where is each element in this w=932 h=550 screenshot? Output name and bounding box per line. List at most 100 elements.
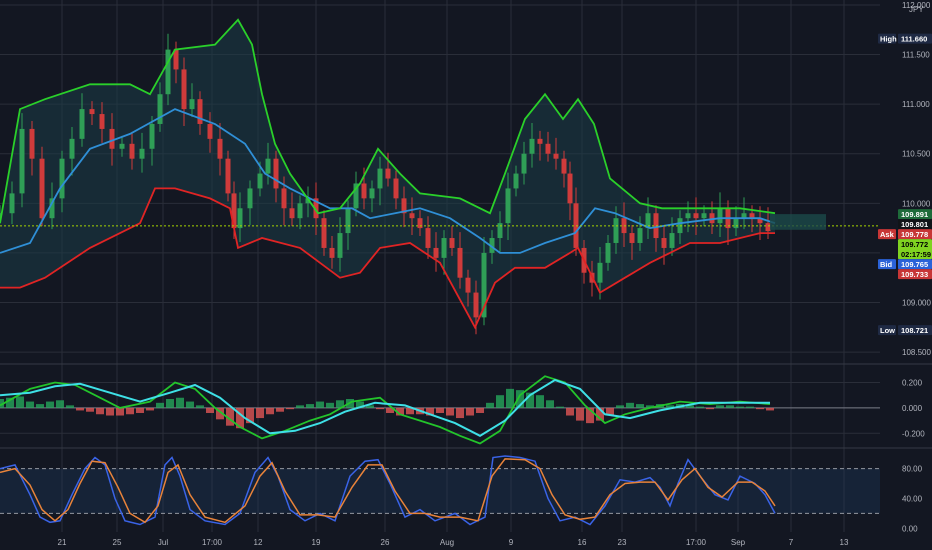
candle-body-43	[377, 168, 383, 189]
price-tag-label-bg-0	[878, 33, 896, 44]
candle-body-10	[99, 114, 105, 129]
price-tag-value-3: 109.778	[901, 230, 928, 239]
price-tag-bg-5	[898, 259, 932, 270]
candles	[0, 33, 771, 335]
candle-body-56	[481, 252, 487, 318]
candle-body-90	[749, 213, 755, 219]
price-tick-6: 109.000	[902, 298, 931, 307]
candle-body-12	[119, 143, 125, 149]
candle-body-60	[513, 173, 519, 189]
candle-body-66	[561, 158, 567, 174]
macd-signal-line	[0, 378, 770, 437]
bollinger-upper-line	[0, 18, 776, 224]
histogram-bar-40	[396, 407, 404, 416]
time-axis[interactable]: 21 25 Jul 17:00 12 19 26 Aug 9 16 23 17:00 Sep 7 13	[58, 538, 849, 547]
candle-body-58	[497, 223, 503, 239]
candle-body-42	[369, 188, 375, 199]
histogram-bar-20	[196, 405, 204, 408]
candle-body-63	[537, 138, 543, 144]
candle-body-91	[757, 218, 763, 224]
histogram-bar-36	[356, 401, 364, 408]
histogram-bar-77	[766, 407, 774, 411]
stochastic-band-fill	[0, 468, 880, 514]
histogram-bar-52	[516, 390, 524, 408]
bid-ask-zone	[770, 214, 826, 230]
histogram-bar-61	[606, 407, 614, 416]
time-tick-4: 12	[254, 538, 263, 547]
histogram-bar-21	[206, 407, 214, 413]
histogram-bar-58	[576, 407, 584, 421]
candle-body-18	[173, 49, 179, 70]
candle-body-77	[645, 213, 651, 229]
candle-body-17	[165, 49, 171, 95]
candle-body-53	[457, 247, 463, 278]
histogram-bar-15	[146, 407, 154, 411]
price-tag-bg-0	[898, 33, 932, 44]
candle-body-44	[385, 168, 391, 179]
price-tag-bg-3	[898, 229, 932, 240]
histogram-bar-75	[746, 406, 754, 408]
time-tick-9: 16	[578, 538, 587, 547]
candle-body-38	[337, 233, 343, 258]
histogram-bar-54	[536, 395, 544, 408]
price-axis[interactable]: 112.000111.500111.000110.500110.000109.5…	[902, 1, 931, 533]
time-tick-12: Sep	[731, 538, 746, 547]
candle-body-21	[197, 99, 203, 124]
stochastic-pane[interactable]	[0, 455, 880, 526]
histogram-bar-46	[456, 407, 464, 419]
time-tick-1: 25	[113, 538, 122, 547]
candle-body-37	[329, 247, 335, 258]
candle-body-24	[225, 158, 231, 194]
stoch-tick-1: 40.00	[902, 494, 923, 503]
macd-pane[interactable]	[0, 375, 880, 445]
candle-body-85	[709, 213, 715, 224]
histogram-bar-64	[636, 404, 644, 408]
candle-body-80	[669, 233, 675, 248]
histogram-bar-53	[526, 392, 534, 408]
time-tick-2: Jul	[158, 538, 168, 547]
price-tick-4: 110.000	[902, 199, 931, 208]
histogram-bar-31	[306, 404, 314, 408]
price-tick-2: 111.000	[902, 100, 930, 109]
candle-body-39	[345, 208, 351, 234]
price-tick-7: 108.500	[902, 348, 931, 357]
histogram-bar-50	[496, 395, 504, 408]
histogram-bar-67	[666, 405, 674, 408]
histogram-bar-2	[16, 396, 24, 408]
candle-body-59	[505, 188, 511, 224]
histogram-bar-14	[136, 407, 144, 413]
price-pane[interactable]	[0, 18, 880, 335]
histogram-bar-18	[176, 397, 184, 408]
histogram-bar-48	[476, 407, 484, 413]
candle-body-55	[473, 292, 479, 318]
price-tag-label-7: Low	[880, 326, 895, 335]
candle-body-19	[181, 69, 187, 110]
price-tick-1: 111.500	[902, 51, 930, 60]
candle-body-50	[433, 247, 439, 258]
time-tick-10: 23	[618, 538, 627, 547]
candle-body-30	[273, 158, 279, 189]
stoch-tick-2: 0.00	[902, 524, 918, 533]
price-tag-value-4: 109.772	[901, 240, 928, 249]
candle-body-64	[545, 143, 551, 154]
histogram-bar-7	[66, 405, 74, 408]
bollinger-basis-line	[0, 108, 776, 254]
histogram-bar-33	[326, 402, 334, 408]
price-tag-value-1: 109.891	[901, 210, 928, 219]
candle-body-92	[765, 223, 771, 232]
price-tag-bg-7	[898, 325, 932, 336]
histogram-bar-41	[406, 407, 414, 415]
candle-body-41	[361, 183, 367, 199]
time-tick-7: Aug	[440, 538, 454, 547]
candle-body-61	[521, 153, 527, 174]
candle-body-29	[265, 158, 271, 174]
candle-body-3	[29, 128, 35, 159]
candle-body-72	[605, 242, 611, 263]
candle-body-65	[553, 153, 559, 159]
candle-body-26	[237, 208, 243, 229]
histogram-bar-10	[96, 407, 104, 415]
macd-line	[0, 375, 771, 445]
candle-body-73	[613, 218, 619, 243]
